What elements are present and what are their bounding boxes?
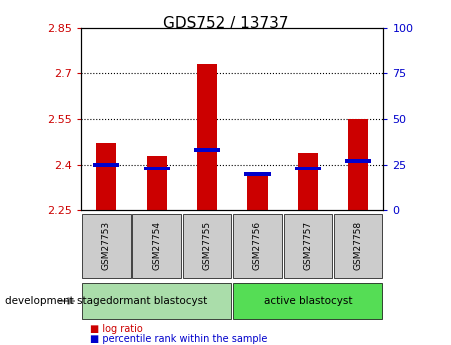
Text: ■ percentile rank within the sample: ■ percentile rank within the sample <box>90 334 267 344</box>
Bar <box>247 174 267 210</box>
Text: ■ log ratio: ■ log ratio <box>90 324 143 334</box>
Bar <box>298 152 318 210</box>
Bar <box>194 148 220 152</box>
Text: dormant blastocyst: dormant blastocyst <box>106 296 207 306</box>
Bar <box>345 159 371 163</box>
Text: GSM27753: GSM27753 <box>102 221 111 270</box>
Bar <box>147 156 167 210</box>
Bar <box>244 172 271 176</box>
Bar <box>197 64 217 210</box>
Text: GSM27756: GSM27756 <box>253 221 262 270</box>
Text: GSM27757: GSM27757 <box>304 221 312 270</box>
Text: GDS752 / 13737: GDS752 / 13737 <box>163 16 288 30</box>
Text: GSM27754: GSM27754 <box>152 221 161 270</box>
Bar <box>295 167 321 170</box>
Text: development stage: development stage <box>5 296 106 306</box>
Text: GSM27755: GSM27755 <box>202 221 212 270</box>
Text: GSM27758: GSM27758 <box>354 221 363 270</box>
Text: active blastocyst: active blastocyst <box>263 296 352 306</box>
Bar <box>143 167 170 170</box>
Bar <box>348 119 368 210</box>
Bar <box>96 144 116 210</box>
Bar <box>93 163 120 167</box>
